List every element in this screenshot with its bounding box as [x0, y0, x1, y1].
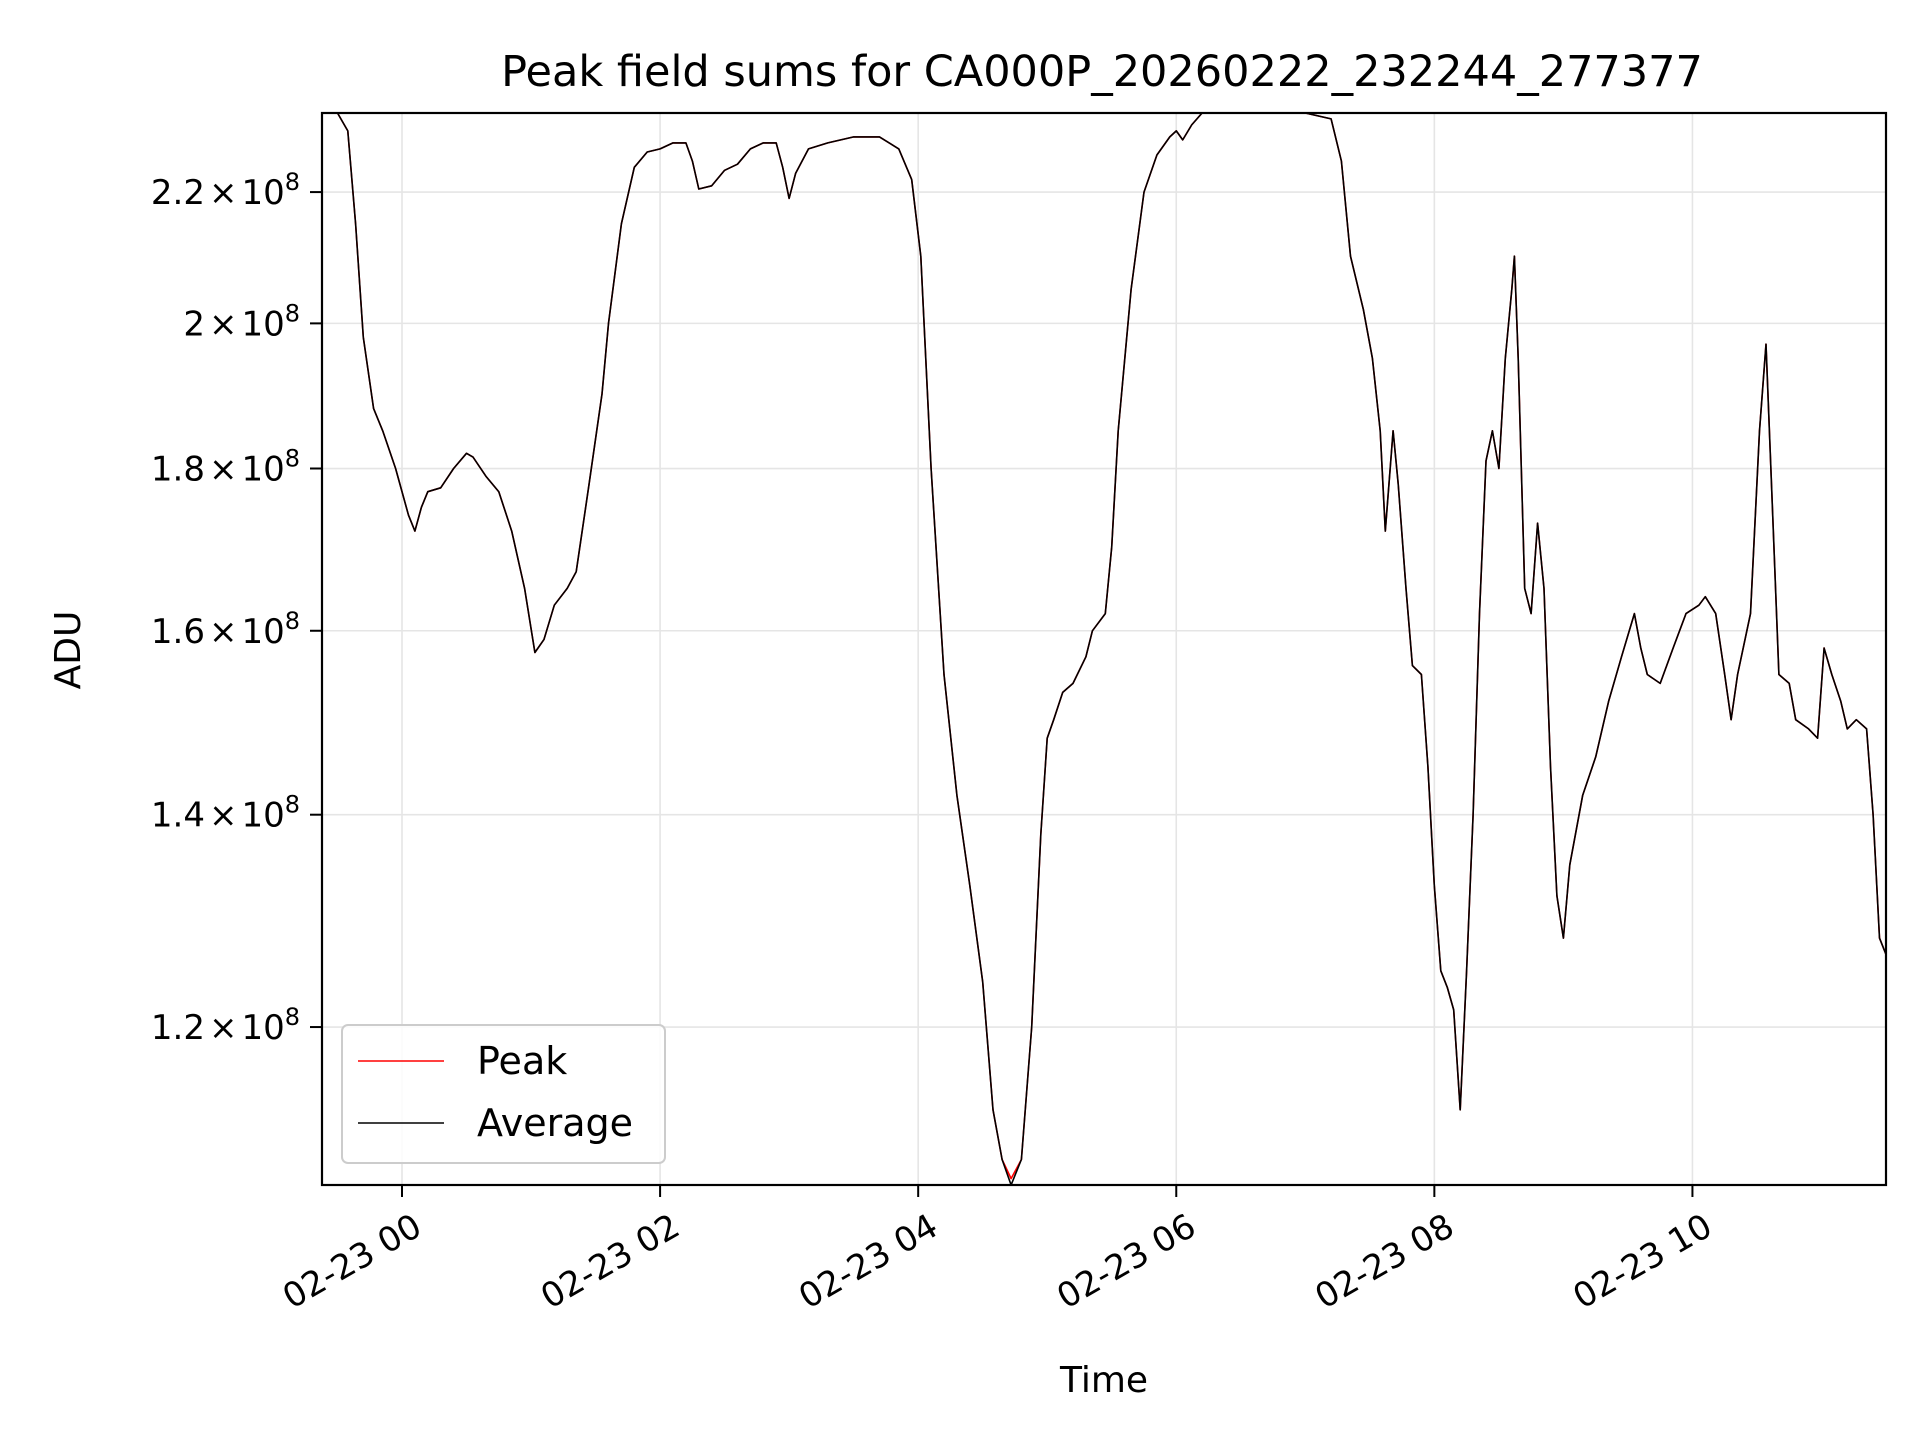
- y-tick-base: 10: [241, 1008, 284, 1048]
- y-tick-mantissa: 1.2: [151, 1008, 205, 1048]
- y-tick-base: 10: [241, 796, 284, 836]
- y-tick-mantissa: 1.8: [151, 450, 205, 490]
- y-tick-exponent: 8: [285, 607, 300, 635]
- series-lines: [322, 113, 1886, 1185]
- legend-average-label: Average: [477, 1101, 633, 1145]
- y-tick-label: 1.4 × 108: [151, 791, 300, 836]
- y-tick-exponent: 8: [285, 299, 300, 327]
- y-tick-label: 2 × 108: [183, 299, 300, 344]
- y-tick-times: ×: [209, 796, 238, 836]
- y-tick-label: 1.2 × 108: [151, 1003, 300, 1048]
- y-tick-mantissa: 2.2: [151, 173, 205, 213]
- x-axis-label: Time: [1059, 1360, 1148, 1401]
- y-tick-exponent: 8: [285, 1003, 300, 1031]
- y-tick-times: ×: [209, 1008, 238, 1048]
- chart-title: Peak field sums for CA000P_20260222_2322…: [501, 47, 1703, 97]
- y-tick-base: 10: [241, 173, 284, 213]
- y-tick-mantissa: 2: [183, 304, 205, 344]
- plot-frame: [320, 111, 1888, 1187]
- y-tick-mantissa: 1.6: [151, 612, 205, 652]
- y-tick-times: ×: [209, 304, 238, 344]
- y-tick-times: ×: [209, 612, 238, 652]
- series-average-line: [322, 113, 1886, 1185]
- y-tick-exponent: 8: [285, 168, 300, 196]
- y-tick-exponent: 8: [285, 791, 300, 819]
- y-tick-base: 10: [241, 304, 284, 344]
- y-tick-base: 10: [241, 450, 284, 490]
- y-tick-label: 1.6 × 108: [151, 607, 300, 652]
- y-tick-times: ×: [209, 450, 238, 490]
- y-tick-mantissa: 1.4: [151, 796, 205, 836]
- legend-peak-label: Peak: [477, 1039, 567, 1083]
- y-tick-exponent: 8: [285, 445, 300, 473]
- y-tick-base: 10: [241, 612, 284, 652]
- y-tick-label: 2.2 × 108: [151, 168, 300, 213]
- legend-box: [341, 1024, 666, 1164]
- y-axis-label: ADU: [48, 611, 89, 690]
- y-tick-times: ×: [209, 173, 238, 213]
- y-tick-label: 1.8 × 108: [151, 445, 300, 490]
- legend: Peak Average: [341, 1024, 666, 1164]
